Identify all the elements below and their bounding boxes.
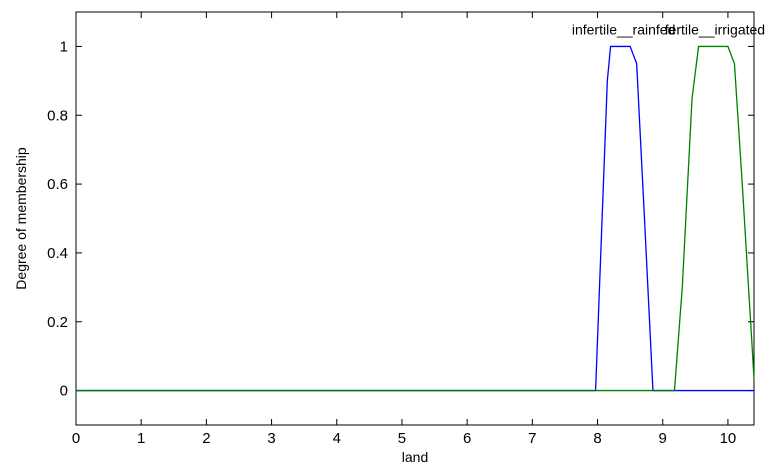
x-tick-label: 5 bbox=[398, 430, 406, 447]
plot-frame bbox=[75, 11, 755, 426]
y-tick-label: 0.6 bbox=[47, 176, 68, 193]
x-tick-label: 10 bbox=[720, 430, 737, 447]
y-tick-label: 1 bbox=[60, 38, 68, 55]
y-axis-label: Degree of membership bbox=[13, 147, 29, 290]
y-tick-label: 0.4 bbox=[47, 245, 68, 262]
y-tick-label: 0 bbox=[60, 383, 68, 400]
x-tick-label: 6 bbox=[463, 430, 471, 447]
y-tick-label: 0.2 bbox=[47, 314, 68, 331]
x-tick-label: 7 bbox=[528, 430, 536, 447]
series-line-infertile__rainfed bbox=[76, 45, 754, 392]
x-tick-label: 2 bbox=[202, 430, 210, 447]
x-tick-label: 3 bbox=[267, 430, 275, 447]
series-line-fertile__irrigated bbox=[76, 45, 755, 392]
x-tick-label: 1 bbox=[137, 430, 145, 447]
x-tick-label: 9 bbox=[659, 430, 667, 447]
mf-label-0: infertile__rainfed bbox=[572, 21, 676, 37]
x-tick-label: 4 bbox=[333, 430, 341, 447]
x-tick-label: 0 bbox=[72, 430, 80, 447]
y-tick-label: 0.8 bbox=[47, 107, 68, 124]
mf-label-1: fertile__irrigated bbox=[665, 21, 765, 37]
x-tick-label: 8 bbox=[593, 430, 601, 447]
x-axis-label: land bbox=[402, 449, 428, 465]
